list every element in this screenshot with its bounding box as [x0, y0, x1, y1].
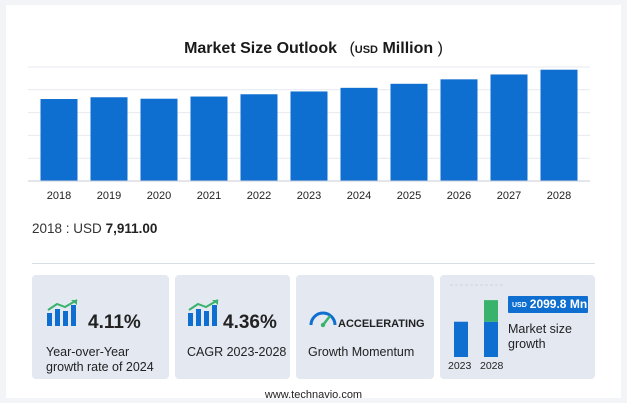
base-year-amount: 7,911.00 — [105, 221, 158, 236]
mini-year-end: 2028 — [480, 360, 504, 372]
increment-label: Market size growth — [508, 322, 572, 351]
section-divider — [32, 263, 595, 264]
bar-2024 — [340, 87, 378, 181]
x-tick-label: 2026 — [447, 190, 471, 202]
bar-chart: 2018 2019 2020 2021 2022 2023 2024 2025 2026 2027… — [28, 66, 590, 202]
bar-2018 — [40, 99, 78, 181]
x-tick-label: 2019 — [97, 190, 121, 202]
bar-2021 — [190, 96, 228, 181]
bar-2028 — [540, 69, 578, 181]
growth-bars-icon — [47, 299, 78, 326]
increment-value: 2099.8 Mn — [529, 297, 588, 311]
chart-title: Market Size Outlook (USD Million ) — [6, 40, 621, 58]
increment-mini-chart — [450, 284, 504, 357]
title-unit-scale: Million — [382, 40, 434, 57]
increment-currency: USD — [512, 302, 527, 309]
x-tick-label: 2023 — [297, 190, 321, 202]
bar-2026 — [440, 79, 478, 181]
yoy-value: 4.11% — [88, 312, 141, 333]
bar-2023 — [290, 91, 328, 181]
momentum-value: ACCELERATING — [338, 318, 425, 330]
bar-2027 — [490, 74, 528, 181]
cagr-value: 4.36% — [223, 312, 277, 333]
speedometer-icon — [309, 311, 337, 328]
title-unit: (USD Million ) — [349, 40, 443, 57]
increment-badge: USD 2099.8 Mn — [508, 296, 588, 313]
growth-bars-icon — [188, 299, 219, 326]
momentum-card: ACCELERATING Growth Momentum — [296, 275, 434, 379]
bar-2019 — [90, 97, 128, 181]
x-tick-label: 2024 — [347, 190, 371, 202]
title-text: Market Size Outlook — [184, 40, 337, 57]
momentum-label: Growth Momentum — [308, 345, 415, 359]
x-tick-label: 2020 — [147, 190, 171, 202]
cagr-card: 4.36% CAGR 2023-2028 — [175, 275, 290, 379]
x-tick-label: 2028 — [547, 190, 571, 202]
mini-bar-start — [454, 321, 468, 357]
base-year-value: 2018 : USD 7,911.00 — [32, 221, 157, 236]
bar-2022 — [240, 94, 278, 181]
x-tick-label: 2021 — [197, 190, 221, 202]
increment-card: 2023 2028 USD 2099.8 Mn Market size growt… — [440, 275, 595, 379]
bar-2025 — [390, 83, 428, 181]
yoy-card: 4.11% Year-over-Year growth rate of 2024 — [32, 275, 169, 379]
mini-year-start: 2023 — [448, 360, 472, 372]
mini-bar-end-base — [484, 321, 498, 357]
infographic-page: Market Size Outlook (USD Million ) 2018 2… — [6, 5, 621, 401]
x-tick-label: 2025 — [397, 190, 421, 202]
mini-bar-end-growth — [484, 300, 498, 322]
footer-url: www.technavio.com — [264, 389, 363, 401]
base-year-label: 2018 : USD — [32, 221, 102, 236]
title-unit-currency: USD — [354, 44, 379, 56]
cagr-label: CAGR 2023-2028 — [187, 345, 287, 359]
yoy-label: Year-over-Year growth rate of 2024 — [46, 345, 154, 374]
x-tick-label: 2027 — [497, 190, 521, 202]
x-tick-label: 2018 — [47, 190, 71, 202]
x-tick-label: 2022 — [247, 190, 271, 202]
bar-2020 — [140, 98, 178, 181]
